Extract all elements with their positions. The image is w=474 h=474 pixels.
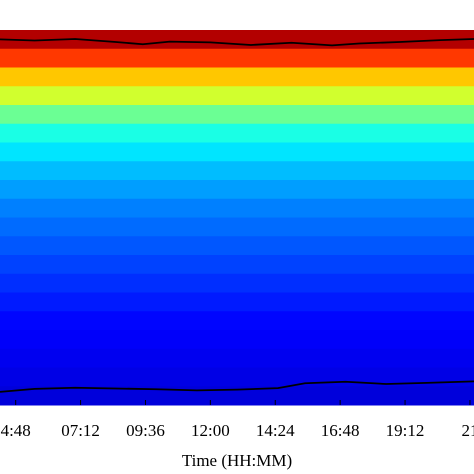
heatmap-cell	[0, 67, 474, 87]
heatmap-cell	[0, 348, 474, 368]
x-tick-label: 19:12	[386, 421, 425, 440]
x-tick-label: 09:36	[126, 421, 165, 440]
x-tick-label: 12:00	[191, 421, 230, 440]
heatmap-cell	[0, 217, 474, 237]
heatmap-cell	[0, 255, 474, 275]
x-axis-label: Time (HH:MM)	[182, 451, 292, 470]
heatmap-cell	[0, 292, 474, 312]
x-tick-label: 16:48	[321, 421, 360, 440]
line	[0, 380, 474, 393]
heatmap-cell	[0, 48, 474, 68]
x-tick-label: 14:24	[256, 421, 295, 440]
heatmap-cell	[0, 86, 474, 106]
heatmap-cell	[0, 105, 474, 125]
heatmap-cell	[0, 330, 474, 350]
x-tick-label: 21	[461, 421, 474, 440]
heatmap-cell	[0, 198, 474, 218]
heatmap-cell	[0, 273, 474, 293]
heatmap-cell	[0, 123, 474, 143]
heatmap-cell	[0, 236, 474, 256]
heatmap-cell	[0, 180, 474, 200]
x-tick-label: 07:12	[61, 421, 100, 440]
x-tick-label: 4:48	[1, 421, 31, 440]
heatmap-cell	[0, 161, 474, 181]
heatmap-cell	[0, 142, 474, 162]
heatmap-cell	[0, 311, 474, 331]
heatmap-cell	[0, 386, 474, 406]
line	[0, 38, 474, 47]
